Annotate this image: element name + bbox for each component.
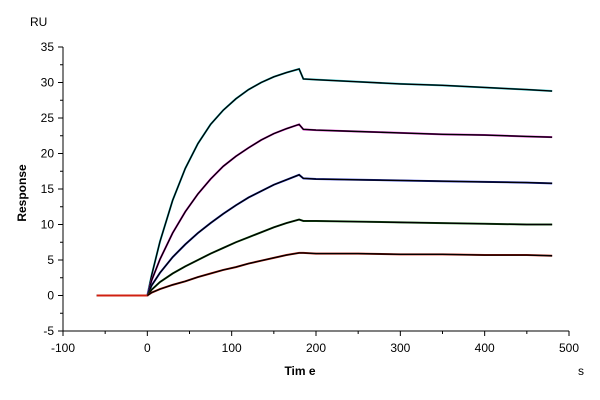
x-tick-label: 200 [306,341,326,355]
y-axis-title: Response [15,164,29,222]
y-tick-label: 35 [41,40,55,54]
y-tick-label: 5 [47,253,54,267]
y-tick-label: 20 [41,147,55,161]
x-unit-label: s [578,364,584,378]
axes: -5 0 5 10 15 20 25 30 35 -100 0 100 200 300 400 500 [41,40,580,355]
fit-line-5 [146,252,553,297]
y-unit-label: RU [30,15,47,29]
fit-line-3 [146,173,553,296]
series-line-3 [96,173,553,297]
y-tick-label: 10 [41,218,55,232]
x-tick-label: 0 [144,341,151,355]
x-tick-label: 500 [559,341,579,355]
x-tick-label: 100 [222,341,242,355]
x-axis-title: Tim e [284,364,315,378]
fit-line-2 [146,123,553,296]
y-tick-label: 0 [47,289,54,303]
series-line-2 [96,123,553,297]
x-tick-label: 300 [390,341,410,355]
series-layer [96,67,553,297]
y-tick-label: 30 [41,76,55,90]
y-tick-label: -5 [43,324,54,338]
y-tick-label: 25 [41,111,55,125]
x-tick-label: 400 [475,341,495,355]
y-tick-label: 15 [41,182,55,196]
series-line-4 [96,218,553,297]
series-line-5 [96,251,553,297]
fit-line-4 [146,218,553,296]
x-tick-label: -100 [51,341,75,355]
fit-line-1 [146,68,553,296]
